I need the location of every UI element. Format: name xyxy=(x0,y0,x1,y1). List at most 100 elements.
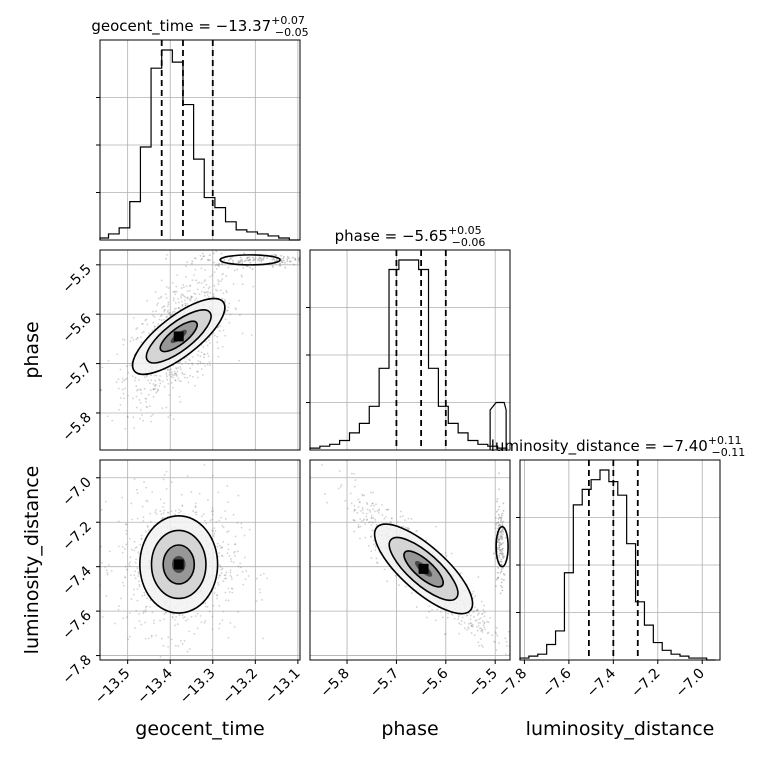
scatter-point xyxy=(233,625,236,628)
scatter-point xyxy=(234,535,237,538)
scatter-point xyxy=(186,356,188,359)
scatter-point xyxy=(117,608,120,611)
scatter-point xyxy=(372,508,375,511)
scatter-point xyxy=(127,371,130,374)
density-contour xyxy=(219,254,281,266)
scatter-point xyxy=(294,257,297,260)
scatter-point xyxy=(194,384,196,387)
scatter-point xyxy=(428,605,431,608)
scatter-point xyxy=(353,504,356,507)
scatter-point xyxy=(472,597,475,600)
x-tick-label: −5.8 xyxy=(318,666,353,701)
scatter-point xyxy=(477,576,480,578)
scatter-point xyxy=(496,546,499,549)
scatter-point xyxy=(118,605,121,607)
scatter-point xyxy=(223,300,226,303)
scatter-point xyxy=(105,594,108,597)
scatter-point xyxy=(138,583,141,586)
scatter-point xyxy=(213,592,216,594)
scatter-point xyxy=(206,352,209,355)
scatter-point xyxy=(353,519,356,522)
scatter-point xyxy=(144,319,147,322)
scatter-point xyxy=(146,597,148,600)
scatter-point xyxy=(88,520,90,522)
scatter-point xyxy=(237,494,240,497)
scatter-point xyxy=(168,374,171,376)
scatter-point xyxy=(378,508,381,511)
scatter-point xyxy=(145,499,148,502)
scatter-point xyxy=(186,475,189,478)
scatter-point xyxy=(255,600,258,602)
scatter-point xyxy=(141,505,144,508)
scatter-point xyxy=(124,378,127,381)
scatter-point xyxy=(121,551,124,554)
scatter-point xyxy=(356,511,359,514)
scatter-point xyxy=(500,535,503,538)
scatter-point xyxy=(135,558,137,561)
scatter-point xyxy=(394,574,397,577)
scatter-point xyxy=(159,375,162,377)
scatter-point xyxy=(497,517,500,520)
scatter-point xyxy=(236,522,239,524)
scatter-point xyxy=(465,614,468,617)
scatter-point xyxy=(481,628,483,631)
scatter-point xyxy=(469,622,472,625)
scatter-point xyxy=(478,627,481,630)
scatter-point xyxy=(190,491,193,493)
scatter-point xyxy=(154,379,157,382)
scatter-point xyxy=(360,520,363,523)
scatter-point xyxy=(359,518,361,521)
scatter-point xyxy=(496,540,499,543)
scatter-point xyxy=(163,308,166,311)
scatter-point xyxy=(272,257,275,260)
scatter-point xyxy=(453,617,456,620)
scatter-point xyxy=(378,509,380,512)
scatter-point xyxy=(183,639,186,642)
scatter-point xyxy=(200,267,203,270)
scatter-point xyxy=(497,535,500,538)
scatter-point xyxy=(227,309,229,312)
scatter-point xyxy=(207,287,210,290)
scatter-point xyxy=(195,513,198,516)
scatter-point xyxy=(435,525,438,528)
scatter-point xyxy=(153,315,156,318)
scatter-point xyxy=(172,290,175,293)
scatter-point xyxy=(137,551,140,554)
scatter-point xyxy=(174,513,177,516)
scatter-point xyxy=(174,624,177,627)
scatter-point xyxy=(156,390,159,393)
scatter-point xyxy=(489,616,492,619)
scatter-point xyxy=(486,620,488,623)
scatter-point xyxy=(501,512,504,515)
scatter-point xyxy=(498,548,501,551)
scatter-point xyxy=(383,517,386,520)
title-plus-error: +0.07 xyxy=(271,14,305,27)
scatter-point xyxy=(105,569,108,572)
scatter-point xyxy=(176,623,179,626)
scatter-point xyxy=(166,305,169,308)
scatter-point xyxy=(194,506,197,509)
x-tick-label: −7.8 xyxy=(495,666,530,701)
scatter-point xyxy=(198,492,201,495)
scatter-point xyxy=(168,371,171,374)
scatter-point xyxy=(171,281,174,284)
scatter-point xyxy=(494,517,497,519)
scatter-point xyxy=(475,619,478,622)
scatter-point xyxy=(144,621,147,624)
scatter-point xyxy=(189,367,192,370)
scatter-point xyxy=(178,361,181,364)
scatter-point xyxy=(354,454,356,456)
scatter-point xyxy=(160,637,163,640)
scatter-point xyxy=(501,586,504,589)
scatter-point xyxy=(120,597,122,600)
panel-frame xyxy=(99,39,301,241)
scatter-point xyxy=(372,504,375,507)
scatter-point xyxy=(126,416,129,419)
scatter-point xyxy=(123,584,125,587)
scatter-point xyxy=(447,612,450,615)
scatter-point xyxy=(359,501,361,504)
scatter-point xyxy=(150,634,153,637)
scatter-point xyxy=(500,570,503,573)
scatter-point xyxy=(163,309,166,311)
scatter-point xyxy=(134,570,136,573)
